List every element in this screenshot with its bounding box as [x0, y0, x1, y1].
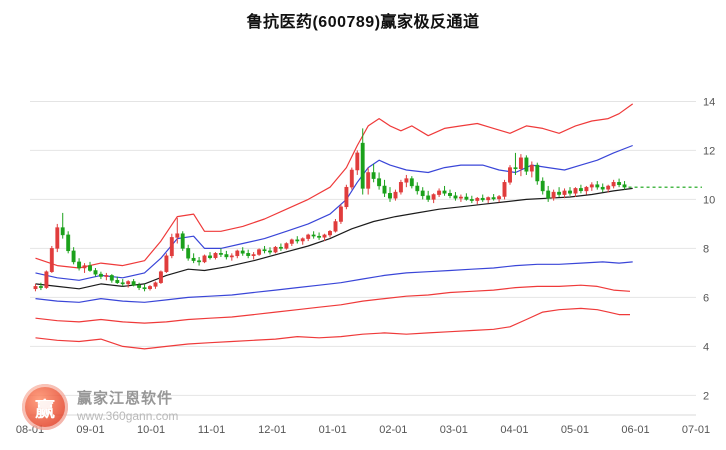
lower-rail-blue — [35, 261, 633, 303]
channel-lines-layer — [35, 103, 634, 350]
x-tick-label: 11-01 — [198, 424, 225, 436]
x-tick-label: 02-01 — [379, 424, 407, 436]
x-tick-label: 12-01 — [258, 424, 286, 436]
x-axis-labels: 08-01 09-01 10-01 11-01 12-01 01-01 02-01 03-01… — [16, 424, 710, 436]
x-tick-label: 03-01 — [440, 424, 468, 436]
x-tick-label: 07-01 — [682, 424, 710, 436]
x-tick-label: 10-01 — [137, 424, 165, 436]
upper-rail-red — [35, 103, 634, 269]
x-tick-label: 05-01 — [561, 424, 589, 436]
lower-rail-red-outer — [35, 307, 630, 350]
y-tick-label: 2 — [703, 390, 709, 402]
y-tick-label: 10 — [703, 194, 715, 206]
lower-rail-red-inner — [35, 284, 631, 324]
grid-layer — [30, 100, 696, 416]
y-tick-label: 4 — [703, 341, 709, 353]
y-tick-label: 14 — [703, 96, 715, 108]
x-tick-label: 09-01 — [76, 424, 104, 436]
y-tick-label: 8 — [703, 243, 709, 255]
x-tick-label: 06-01 — [621, 424, 649, 436]
y-tick-label: 6 — [703, 292, 709, 304]
y-tick-label: 12 — [703, 145, 715, 157]
y-axis-labels: 2 4 6 8 10 12 14 — [703, 96, 715, 402]
upper-rail-blue — [35, 144, 633, 281]
x-tick-label: 04-01 — [500, 424, 528, 436]
mid-rail-black — [35, 187, 633, 290]
candles-layer — [33, 128, 627, 292]
x-tick-label: 08-01 — [16, 424, 44, 436]
page-title: 鲁抗医药(600789)赢家极反通道 — [246, 14, 480, 31]
x-tick-label: 01-01 — [319, 424, 347, 436]
